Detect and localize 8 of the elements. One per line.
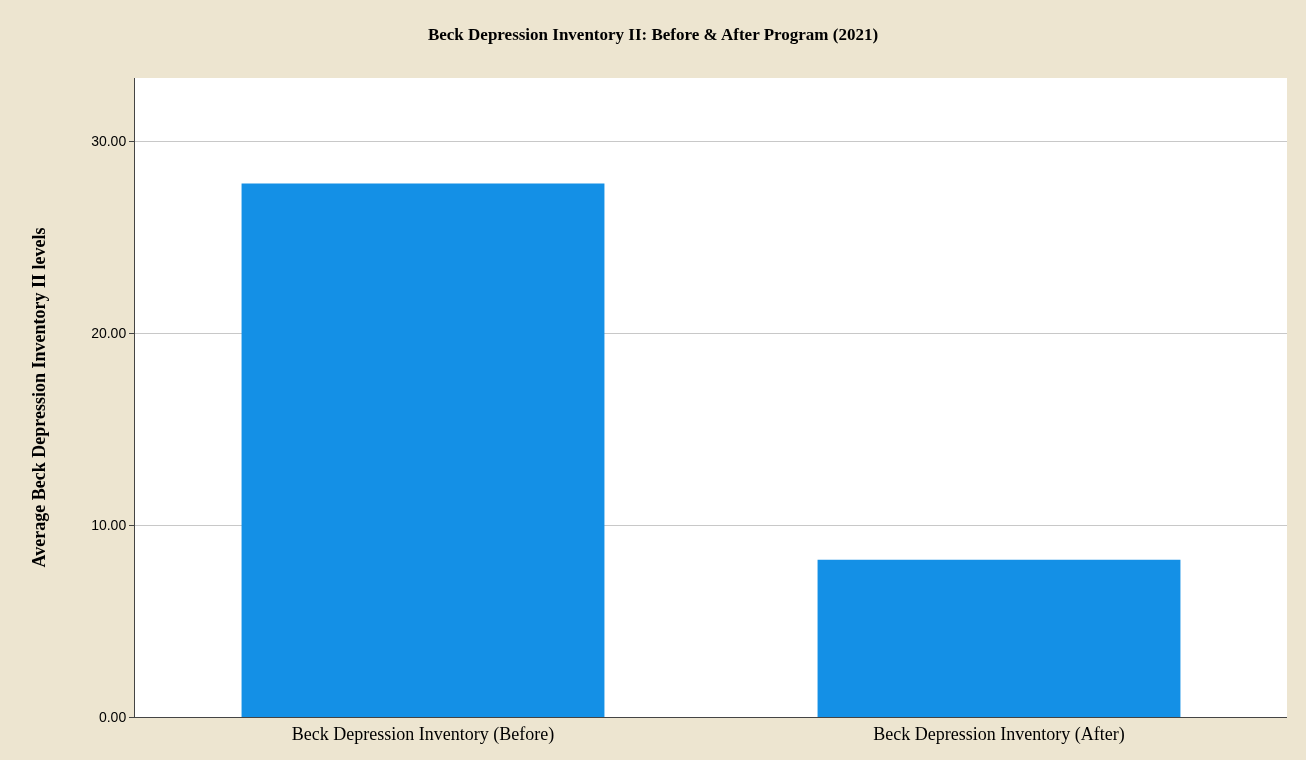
- y-tick-label: 30.00: [91, 133, 127, 150]
- y-tick-label: 20.00: [91, 325, 127, 342]
- x-tick-label: Beck Depression Inventory (After): [873, 723, 1125, 745]
- x-tick-label: Beck Depression Inventory (Before): [291, 723, 555, 745]
- chart-title: Beck Depression Inventory II: Before & After Program (2021): [427, 25, 879, 45]
- y-tick-label: 10.00: [91, 517, 127, 534]
- y-axis-title: Average Beck Depression Inventory II levels: [29, 227, 50, 568]
- y-tick-label: 0.00: [98, 708, 127, 725]
